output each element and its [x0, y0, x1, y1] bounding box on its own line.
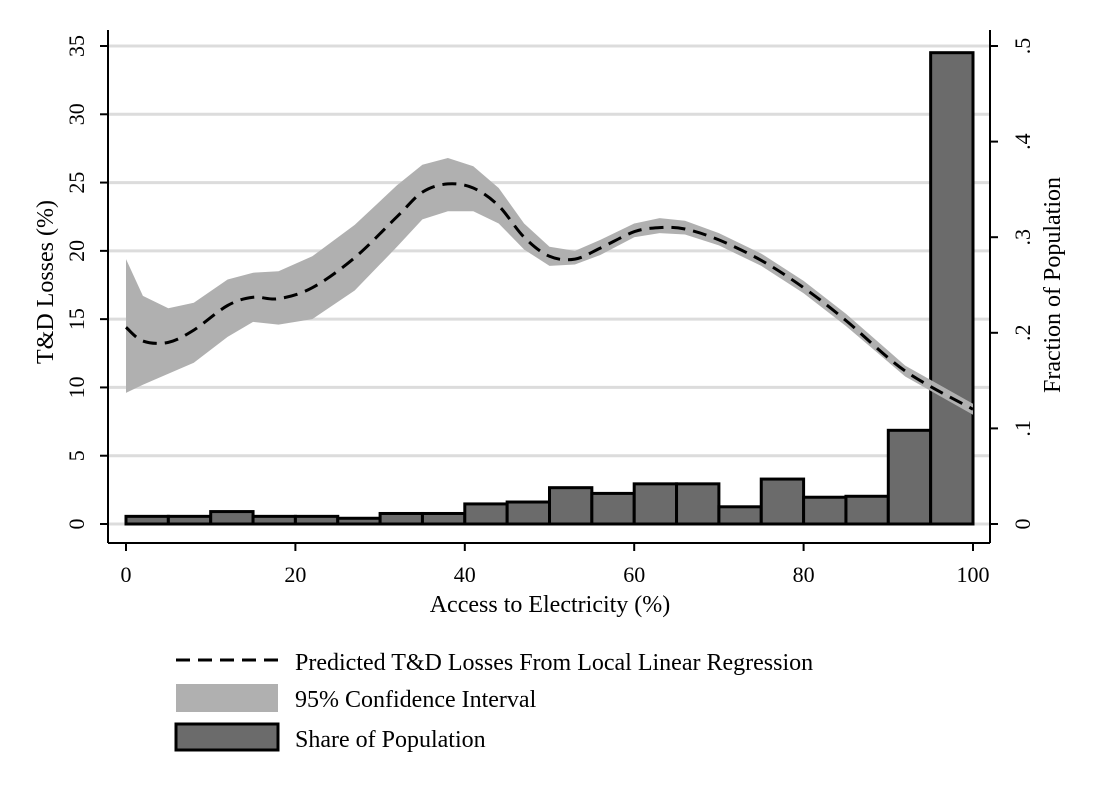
histogram-bar	[209, 510, 255, 526]
histogram-bar	[675, 482, 721, 526]
legend-bar-swatch	[174, 722, 280, 752]
y2-tick-label: .2	[1010, 325, 1035, 342]
y-tick-label: 15	[64, 308, 89, 330]
histogram-bar	[802, 495, 848, 526]
x-tick-label: 100	[957, 562, 990, 587]
regression-line-layer	[124, 182, 974, 411]
x-tick-label: 20	[284, 562, 306, 587]
histogram-bar	[336, 516, 382, 526]
histogram-bar	[590, 491, 636, 526]
x-tick-label: 60	[623, 562, 645, 587]
y-axis-title: T&D Losses (%)	[33, 200, 59, 364]
y-tick-label: 0	[64, 519, 89, 530]
legend-label-bar: Share of Population	[295, 727, 486, 753]
y-tick-label: 25	[64, 172, 89, 194]
histogram-bar	[251, 514, 297, 526]
histogram-bar	[293, 514, 340, 526]
y2-tick-label: .1	[1010, 420, 1035, 437]
histogram-bar	[378, 511, 424, 526]
histogram-bar	[124, 514, 170, 526]
histogram-bar	[759, 477, 806, 526]
histogram-bar	[463, 502, 509, 526]
y-tick-label: 20	[64, 240, 89, 262]
regression-line	[124, 182, 974, 411]
x-tick-label: 0	[121, 562, 132, 587]
y-tick-label: 30	[64, 103, 89, 125]
histogram-bar	[632, 482, 679, 526]
y-tick-label: 10	[64, 376, 89, 398]
legend-label-band: 95% Confidence Interval	[295, 687, 537, 713]
histogram-bars	[124, 51, 975, 526]
legend-band-swatch	[176, 684, 278, 712]
x-axis-title: Access to Electricity (%)	[430, 592, 671, 618]
histogram-bar	[420, 511, 467, 526]
y2-tick-label: .5	[1010, 38, 1035, 55]
y2-tick-label: 0	[1010, 519, 1035, 530]
tick-labels: 0 20 40 60 80 100 0 5 10 15 20 25 30 35 0 .1 .2 .3 .4 .5	[64, 35, 1035, 587]
histogram-bar	[717, 505, 763, 526]
y2-axis-title: Fraction of Population	[1040, 177, 1066, 393]
x-tick-label: 80	[793, 562, 815, 587]
legend-label-line: Predicted T&D Losses From Local Linear R…	[295, 650, 813, 676]
histogram-bar	[505, 500, 551, 526]
y2-tick-label: .4	[1010, 133, 1035, 150]
legend: Predicted T&D Losses From Local Linear R…	[174, 650, 813, 753]
histogram-bar	[929, 51, 975, 526]
axes	[100, 30, 998, 551]
x-tick-label: 40	[454, 562, 476, 587]
y-tick-label: 35	[64, 35, 89, 57]
y-tick-label: 5	[64, 450, 89, 461]
y2-tick-label: .3	[1010, 229, 1035, 246]
histogram-bar	[844, 494, 890, 526]
histogram-bar	[886, 428, 933, 526]
histogram-bar	[166, 514, 213, 526]
histogram-bar	[548, 486, 594, 526]
